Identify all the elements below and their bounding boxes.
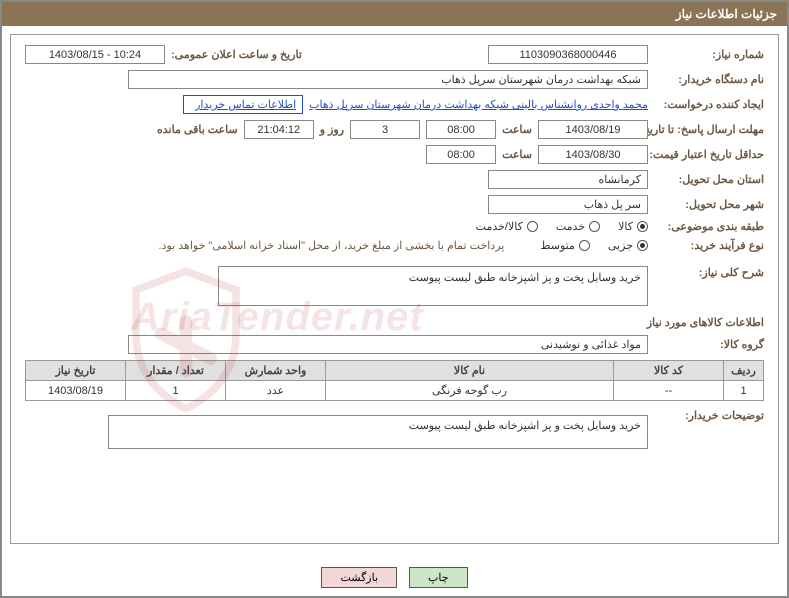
goods-section-title: اطلاعات کالاهای مورد نیاز — [25, 316, 764, 329]
items-table: ردیف کد کالا نام کالا واحد شمارش تعداد /… — [25, 360, 764, 401]
buyer-notes-label: توضیحات خریدار: — [654, 409, 764, 422]
th-code: کد کالا — [614, 361, 724, 381]
process-radios: جزیی متوسط — [540, 239, 648, 252]
radio-medium-label: متوسط — [540, 239, 575, 252]
radio-service-label: خدمت — [556, 220, 585, 233]
creator-label: ایجاد کننده درخواست: — [654, 98, 764, 111]
radio-goods[interactable] — [637, 221, 648, 232]
panel-header: جزئیات اطلاعات نیاز — [2, 2, 787, 26]
cell-row: 1 — [724, 381, 764, 401]
process-label: نوع فرآیند خرید: — [654, 239, 764, 252]
category-label: طبقه بندی موضوعی: — [654, 220, 764, 233]
group-value: مواد غذائی و نوشیدنی — [128, 335, 648, 354]
th-date: تاریخ نیاز — [26, 361, 126, 381]
details-panel: AriaTender.net شماره نیاز: 1103090368000… — [10, 34, 779, 544]
th-unit: واحد شمارش — [226, 361, 326, 381]
days-count: 3 — [350, 120, 420, 139]
table-header-row: ردیف کد کالا نام کالا واحد شمارش تعداد /… — [26, 361, 764, 381]
overview-box: خرید وسایل پخت و پز اشپزخانه طبق لیست پی… — [218, 266, 648, 306]
deadline-date: 1403/08/19 — [538, 120, 648, 139]
cell-name: رب گوجه فرنگی — [326, 381, 614, 401]
city-value: سر پل ذهاب — [488, 195, 648, 214]
table-row: 1--رب گوجه فرنگیعدد11403/08/19 — [26, 381, 764, 401]
cell-code: -- — [614, 381, 724, 401]
province-label: استان محل تحویل: — [654, 173, 764, 186]
buyer-label: نام دستگاه خریدار: — [654, 73, 764, 86]
countdown: 21:04:12 — [244, 120, 314, 139]
time-label-2: ساعت — [502, 148, 532, 161]
time-label-1: ساعت — [502, 123, 532, 136]
overview-label: شرح کلی نیاز: — [654, 266, 764, 279]
buyer-notes-box: خرید وسایل پخت و پز اشپزخانه طبق لیست پی… — [108, 415, 648, 449]
need-no-label: شماره نیاز: — [654, 48, 764, 61]
cell-unit: عدد — [226, 381, 326, 401]
radio-goods-label: کالا — [618, 220, 633, 233]
validity-date: 1403/08/30 — [538, 145, 648, 164]
contact-link[interactable]: اطلاعات تماس خریدار — [183, 95, 303, 114]
category-radios: کالا خدمت کالا/خدمت — [476, 220, 648, 233]
th-qty: تعداد / مقدار — [126, 361, 226, 381]
print-button[interactable]: چاپ — [409, 567, 468, 588]
main-frame: جزئیات اطلاعات نیاز AriaTender.net شماره… — [0, 0, 789, 598]
need-no-value: 1103090368000446 — [488, 45, 648, 64]
group-label: گروه کالا: — [654, 338, 764, 351]
radio-partial-label: جزیی — [608, 239, 633, 252]
radio-service[interactable] — [589, 221, 600, 232]
validity-label: حداقل تاریخ اعتبار قیمت: تا تاریخ: — [654, 148, 764, 161]
days-and-label: روز و — [320, 123, 344, 136]
radio-goods-service[interactable] — [527, 221, 538, 232]
validity-time: 08:00 — [426, 145, 496, 164]
radio-goods-service-label: کالا/خدمت — [476, 220, 523, 233]
creator-value: محمد واحدی روانشناس بالینی شبکه بهداشت د… — [309, 98, 648, 111]
footer-buttons: چاپ بازگشت — [2, 567, 787, 588]
radio-partial[interactable] — [637, 240, 648, 251]
th-name: نام کالا — [326, 361, 614, 381]
cell-date: 1403/08/19 — [26, 381, 126, 401]
cell-qty: 1 — [126, 381, 226, 401]
radio-medium[interactable] — [579, 240, 590, 251]
deadline-time: 08:00 — [426, 120, 496, 139]
city-label: شهر محل تحویل: — [654, 198, 764, 211]
remain-label: ساعت باقی مانده — [157, 123, 238, 136]
deadline-label: مهلت ارسال پاسخ: تا تاریخ: — [654, 123, 764, 136]
payment-note: پرداخت تمام یا بخشی از مبلغ خرید، از محل… — [159, 239, 505, 252]
th-row: ردیف — [724, 361, 764, 381]
province-value: کرمانشاه — [488, 170, 648, 189]
announce-value: 1403/08/15 - 10:24 — [25, 45, 165, 64]
announce-label: تاریخ و ساعت اعلان عمومی: — [171, 48, 302, 61]
back-button[interactable]: بازگشت — [321, 567, 397, 588]
buyer-value: شبکه بهداشت درمان شهرستان سرپل ذهاب — [128, 70, 648, 89]
